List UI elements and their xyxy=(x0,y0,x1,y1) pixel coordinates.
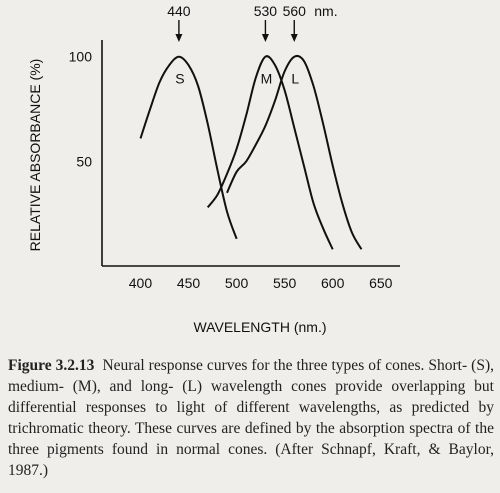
curve-m xyxy=(206,55,334,250)
x-tick-label: 650 xyxy=(369,275,393,291)
y-tick-label: 100 xyxy=(69,49,93,65)
x-tick-label: 550 xyxy=(273,275,297,291)
x-axis-title: WAVELENGTH (nm.) xyxy=(193,319,326,335)
curve-label-s: S xyxy=(175,71,184,87)
y-axis-title: RELATIVE ABSORBANCE (%) xyxy=(27,59,43,252)
figure-caption: Figure 3.2.13 Neural response curves for… xyxy=(8,355,494,481)
curve-l xyxy=(226,54,363,250)
curve-label-m: M xyxy=(261,71,273,87)
peak-label: 530 xyxy=(254,3,278,19)
peak-unit-label: nm. xyxy=(314,3,337,19)
caption-text: Neural response curves for the three typ… xyxy=(8,357,494,479)
curve-label-l: L xyxy=(291,71,299,87)
peak-arrow-head xyxy=(175,34,183,42)
y-tick-label: 50 xyxy=(76,153,92,169)
x-tick-label: 600 xyxy=(321,275,345,291)
figure-number: Figure 3.2.13 xyxy=(8,357,95,374)
peak-label: 560 xyxy=(283,3,307,19)
cone-response-figure: 400 450 500 550 600 650 50 100 S M L 440 530 560 nm… xyxy=(27,3,400,335)
peak-arrow-head xyxy=(261,34,269,42)
chart-svg: 400 450 500 550 600 650 50 100 S M L 440 530 560 nm… xyxy=(27,3,400,335)
x-tick-label: 400 xyxy=(129,275,153,291)
curve-s xyxy=(139,55,238,240)
x-tick-label: 450 xyxy=(177,275,201,291)
peak-arrow-head xyxy=(290,34,298,42)
axes xyxy=(101,40,400,267)
x-tick-label: 500 xyxy=(225,275,249,291)
peak-label: 440 xyxy=(167,3,191,19)
